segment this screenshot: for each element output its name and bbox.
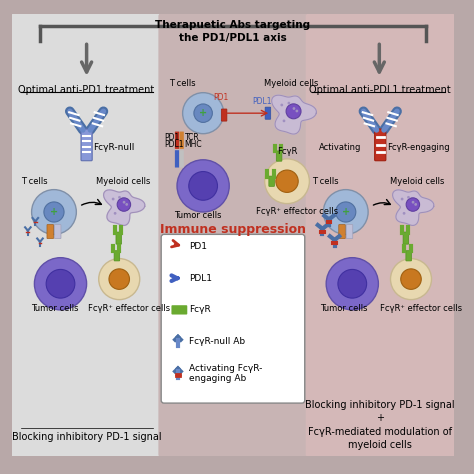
Circle shape — [326, 258, 378, 310]
Circle shape — [114, 212, 117, 215]
Circle shape — [125, 203, 128, 206]
Text: +: + — [199, 108, 207, 118]
FancyBboxPatch shape — [403, 232, 409, 244]
Circle shape — [323, 190, 368, 234]
Circle shape — [414, 203, 417, 206]
Polygon shape — [392, 190, 434, 226]
FancyBboxPatch shape — [47, 225, 54, 238]
Text: FcγR-null Ab: FcγR-null Ab — [189, 337, 245, 346]
Circle shape — [338, 269, 366, 298]
FancyBboxPatch shape — [11, 13, 160, 457]
Text: FcγR⁺ effector cells: FcγR⁺ effector cells — [380, 304, 462, 313]
Circle shape — [292, 107, 295, 110]
FancyBboxPatch shape — [269, 176, 274, 186]
FancyBboxPatch shape — [55, 225, 61, 238]
Text: Myeloid cells: Myeloid cells — [264, 79, 318, 88]
Text: FcγR⁺ effector cells: FcγR⁺ effector cells — [256, 208, 338, 217]
Circle shape — [403, 212, 405, 215]
Circle shape — [401, 198, 403, 201]
Text: Blocking inhibitory PD-1 signal: Blocking inhibitory PD-1 signal — [12, 432, 162, 442]
Circle shape — [281, 104, 283, 106]
Text: T cells: T cells — [21, 177, 48, 186]
Polygon shape — [272, 95, 317, 134]
Text: Myeloid cells: Myeloid cells — [96, 177, 150, 186]
Text: Activating: Activating — [319, 143, 362, 152]
FancyBboxPatch shape — [276, 151, 282, 161]
Circle shape — [112, 198, 115, 201]
Circle shape — [391, 259, 431, 300]
Text: Myeloid cells: Myeloid cells — [390, 177, 444, 186]
Circle shape — [194, 104, 212, 122]
Circle shape — [407, 196, 410, 199]
FancyBboxPatch shape — [339, 225, 345, 238]
FancyBboxPatch shape — [158, 13, 308, 457]
Circle shape — [283, 119, 285, 122]
Text: Immune suppression: Immune suppression — [160, 223, 306, 236]
Text: Therapuetic Abs targeting
the PD1/PDL1 axis: Therapuetic Abs targeting the PD1/PDL1 a… — [155, 20, 310, 43]
Text: Tumor cells: Tumor cells — [31, 304, 78, 313]
Circle shape — [411, 201, 414, 204]
FancyBboxPatch shape — [81, 129, 92, 161]
Text: +: + — [50, 207, 58, 217]
Circle shape — [182, 93, 224, 134]
Polygon shape — [104, 190, 145, 226]
FancyBboxPatch shape — [346, 225, 353, 238]
Text: Optimal anti-PD1 treatment: Optimal anti-PD1 treatment — [18, 85, 155, 95]
FancyBboxPatch shape — [306, 13, 455, 457]
Circle shape — [288, 102, 290, 104]
Circle shape — [189, 172, 218, 200]
Text: PD1: PD1 — [164, 133, 179, 142]
FancyBboxPatch shape — [221, 109, 227, 121]
Circle shape — [99, 259, 140, 300]
Text: FcγR: FcγR — [189, 305, 211, 314]
Text: Tumor cells: Tumor cells — [319, 304, 367, 313]
FancyBboxPatch shape — [175, 132, 179, 149]
Text: T cells: T cells — [312, 177, 339, 186]
FancyBboxPatch shape — [180, 150, 184, 167]
Circle shape — [46, 269, 75, 298]
Circle shape — [336, 202, 356, 222]
Circle shape — [177, 160, 229, 212]
FancyBboxPatch shape — [114, 251, 120, 261]
Text: PDL1: PDL1 — [189, 273, 212, 283]
Text: PD1: PD1 — [213, 93, 228, 102]
Circle shape — [35, 258, 87, 310]
Text: Tumor cells: Tumor cells — [174, 211, 222, 220]
FancyBboxPatch shape — [175, 150, 179, 167]
Text: FcγR-engaging: FcγR-engaging — [387, 143, 449, 152]
Text: PDL1: PDL1 — [252, 98, 272, 107]
Circle shape — [117, 198, 131, 211]
Text: PDL1: PDL1 — [164, 140, 183, 149]
Circle shape — [123, 201, 126, 204]
Circle shape — [295, 109, 298, 112]
FancyBboxPatch shape — [374, 129, 386, 161]
Circle shape — [264, 159, 310, 204]
Text: Optimal anti-PDL1 treatment: Optimal anti-PDL1 treatment — [310, 85, 451, 95]
Circle shape — [406, 198, 419, 211]
Text: Blocking inhibitory PD-1 signal
+
FcγR-mediated modulation of
myeloid cells: Blocking inhibitory PD-1 signal + FcγR-m… — [305, 401, 455, 450]
Text: Activating FcγR-
engaging Ab: Activating FcγR- engaging Ab — [189, 364, 263, 383]
Circle shape — [401, 269, 421, 289]
Circle shape — [276, 170, 298, 192]
Circle shape — [109, 269, 129, 289]
FancyBboxPatch shape — [180, 132, 184, 149]
Circle shape — [118, 196, 121, 199]
Text: FcγR: FcγR — [277, 147, 297, 156]
Text: PD1: PD1 — [189, 242, 207, 251]
FancyBboxPatch shape — [116, 232, 121, 244]
Text: T cells: T cells — [169, 79, 195, 88]
FancyBboxPatch shape — [265, 107, 271, 119]
Circle shape — [44, 202, 64, 222]
Text: FcγR⁺ effector cells: FcγR⁺ effector cells — [89, 304, 171, 313]
Text: TCR: TCR — [184, 133, 199, 142]
FancyBboxPatch shape — [161, 234, 305, 403]
Text: +: + — [342, 207, 350, 217]
Circle shape — [32, 190, 76, 234]
Text: MHC: MHC — [184, 140, 202, 149]
Text: FcγR-null: FcγR-null — [93, 143, 135, 152]
FancyBboxPatch shape — [406, 251, 411, 261]
Circle shape — [286, 104, 301, 119]
FancyBboxPatch shape — [172, 305, 187, 315]
